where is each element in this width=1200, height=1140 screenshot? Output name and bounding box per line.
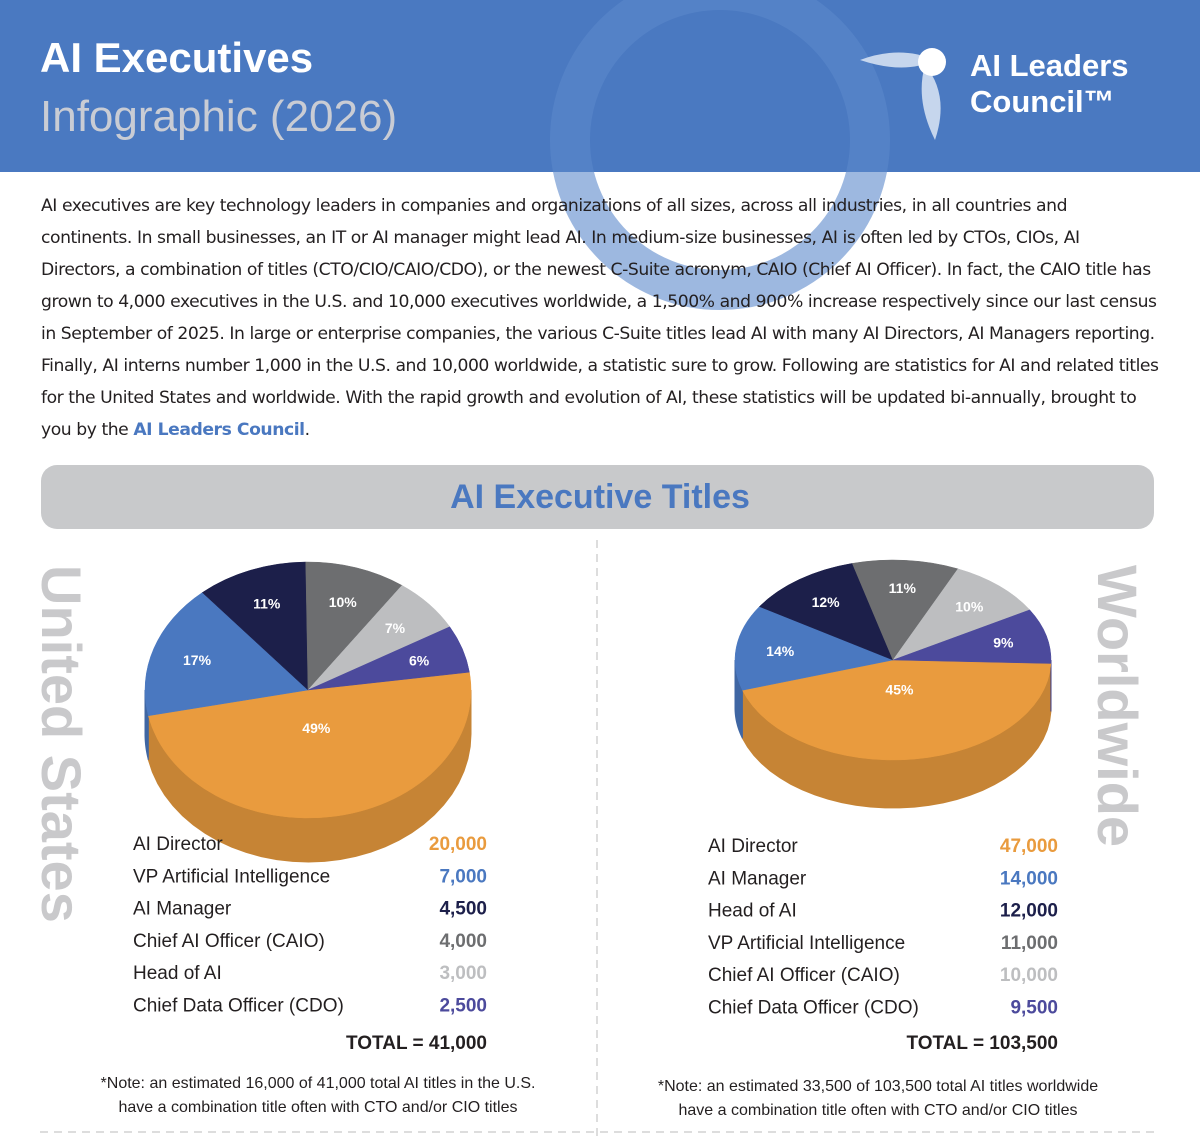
legend-label: AI Manager <box>133 899 232 920</box>
section-title: AI Executive Titles <box>450 478 750 516</box>
pie-slice <box>851 559 959 661</box>
header-title: AI Executives <box>40 34 313 81</box>
legend-label: Head of AI <box>133 963 222 984</box>
slice-label: 11% <box>889 580 917 596</box>
legend-label: VP Artificial Intelligence <box>133 866 330 887</box>
logo-dot <box>918 48 946 76</box>
legend-label: AI Director <box>133 834 223 855</box>
region-label: Worldwide <box>1086 565 1149 847</box>
pie-chart: 45% 14% 12% 11% 10% 9% Worldwide AI Director 47,… <box>658 559 1149 1119</box>
slice-label: 14% <box>766 643 795 659</box>
legend-count: 11,000 <box>1001 933 1058 954</box>
legend-label: AI Manager <box>708 868 807 889</box>
legend-count: 4,000 <box>439 931 487 952</box>
legend-count: 10,000 <box>1000 965 1058 986</box>
total: TOTAL = 41,000 <box>346 1033 487 1054</box>
pie-slice <box>758 563 894 661</box>
pie-slice <box>148 671 472 819</box>
total: TOTAL = 103,500 <box>906 1033 1058 1054</box>
legend-label: VP Artificial Intelligence <box>708 933 905 954</box>
logo-petal <box>860 52 935 68</box>
slice-label: 9% <box>993 635 1014 651</box>
pie-slice <box>742 659 1052 761</box>
pie-chart: 49% 17% 11% 10% 7%6% United States AI Director… <box>30 561 536 1116</box>
legend-label: Chief AI Officer (CAIO) <box>133 931 325 952</box>
pie-slice <box>734 606 894 691</box>
slice-label: 12% <box>812 594 841 610</box>
intro-end: . <box>304 420 310 440</box>
legend-count: 2,500 <box>439 996 487 1017</box>
legend-count: 12,000 <box>1000 901 1058 922</box>
logo-text: Council™ <box>970 84 1115 119</box>
slice-label: 17% <box>183 652 212 668</box>
slice-label: 6% <box>409 652 430 668</box>
intro-paragraph: AI executives are key technology leaders… <box>41 190 1161 446</box>
logo: AI Leaders Council™ <box>860 48 1129 140</box>
header-subtitle: Infographic (2026) <box>40 92 397 141</box>
legend-count: 7,000 <box>439 866 487 887</box>
slice-label: 11% <box>253 596 281 612</box>
note: *Note: an estimated 33,500 of 103,500 to… <box>658 1078 1098 1095</box>
legend-count: 20,000 <box>429 834 487 855</box>
note: have a combination title often with CTO … <box>118 1099 517 1116</box>
slice-label: 45% <box>885 682 914 698</box>
legend-label: AI Director <box>708 836 798 857</box>
header-decor <box>550 0 890 310</box>
legend-count: 14,000 <box>1000 868 1058 889</box>
legend-label: Head of AI <box>708 901 797 922</box>
legend-count: 4,500 <box>439 899 487 920</box>
legend-label: Chief Data Officer (CDO) <box>133 996 344 1017</box>
slice-label: 10% <box>955 599 984 615</box>
slice-label: 10% <box>329 594 358 610</box>
section-banner <box>41 465 1154 529</box>
pie-slice <box>892 568 1031 661</box>
pie-slice <box>307 626 470 691</box>
intro-link[interactable]: AI Leaders Council <box>133 420 305 440</box>
legend-label: Chief AI Officer (CAIO) <box>708 965 900 986</box>
pie-slice <box>201 561 309 691</box>
region-label: United States <box>30 565 93 923</box>
logo-text: AI Leaders <box>970 48 1129 83</box>
legend-count: 9,500 <box>1010 998 1058 1019</box>
legend-count: 47,000 <box>1000 836 1058 857</box>
pie-slice <box>305 561 403 691</box>
note: *Note: an estimated 16,000 of 41,000 tot… <box>101 1075 536 1092</box>
logo-petal <box>921 65 941 140</box>
legend-label: Chief Data Officer (CDO) <box>708 998 919 1019</box>
slice-label: 49% <box>302 720 331 736</box>
legend-count: 3,000 <box>439 963 487 984</box>
note: have a combination title often with CTO … <box>678 1102 1077 1119</box>
slice-label: 7% <box>385 620 406 636</box>
pie-slice <box>892 609 1052 664</box>
intro-text: AI executives are key technology leaders… <box>41 196 1159 440</box>
pie-slice <box>144 592 309 717</box>
